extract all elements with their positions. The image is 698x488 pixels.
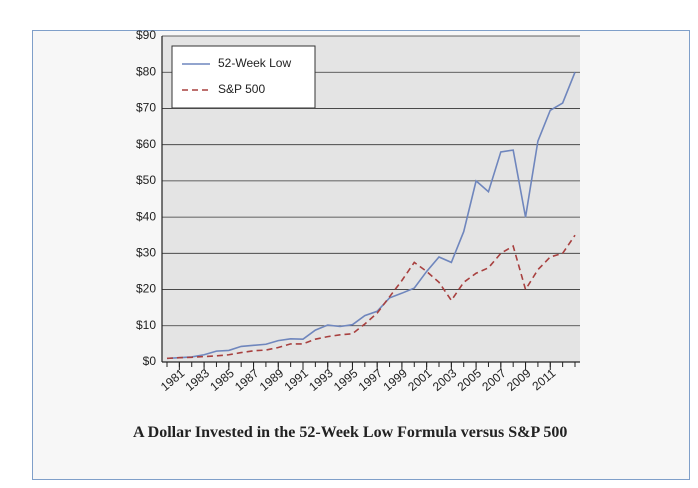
y-tick-label: $40 <box>136 209 156 223</box>
y-tick-label: $10 <box>136 318 156 332</box>
caption: A Dollar Invested in the 52-Week Low For… <box>133 424 568 441</box>
x-tick-label: 1981 <box>158 366 188 394</box>
x-tick-label: 2003 <box>430 366 460 394</box>
x-tick-label: 1993 <box>306 366 336 394</box>
x-tick-label: 1989 <box>257 366 287 394</box>
x-tick-label: 1995 <box>331 366 361 394</box>
x-tick-label: 2011 <box>529 366 558 394</box>
x-tick-label: 2007 <box>479 366 509 394</box>
x-tick-label: 2001 <box>405 366 435 394</box>
x-tick-label: 1987 <box>232 366 262 394</box>
y-tick-label: $20 <box>136 282 156 296</box>
series-line <box>166 71 576 360</box>
legend-label: S&P 500 <box>218 82 265 96</box>
y-tick-label: $70 <box>136 101 156 115</box>
y-tick-label: $60 <box>136 137 156 151</box>
y-tick-label: $0 <box>143 354 157 368</box>
y-tick-label: $80 <box>136 64 156 78</box>
x-tick-label: 1983 <box>183 366 213 394</box>
x-tick-label: 1985 <box>207 366 237 394</box>
x-tick-label: 1991 <box>282 366 312 394</box>
x-tick-label: 1999 <box>380 366 410 394</box>
y-tick-label: $50 <box>136 173 156 187</box>
x-tick-label: 2005 <box>455 366 485 394</box>
y-tick-label: $30 <box>136 246 156 260</box>
series-line <box>166 234 576 360</box>
y-tick-label: $90 <box>136 28 156 42</box>
x-tick-label: 2009 <box>504 366 534 394</box>
x-tick-label: 1997 <box>356 366 386 394</box>
legend-label: 52-Week Low <box>218 56 291 70</box>
legend-box <box>171 45 316 109</box>
